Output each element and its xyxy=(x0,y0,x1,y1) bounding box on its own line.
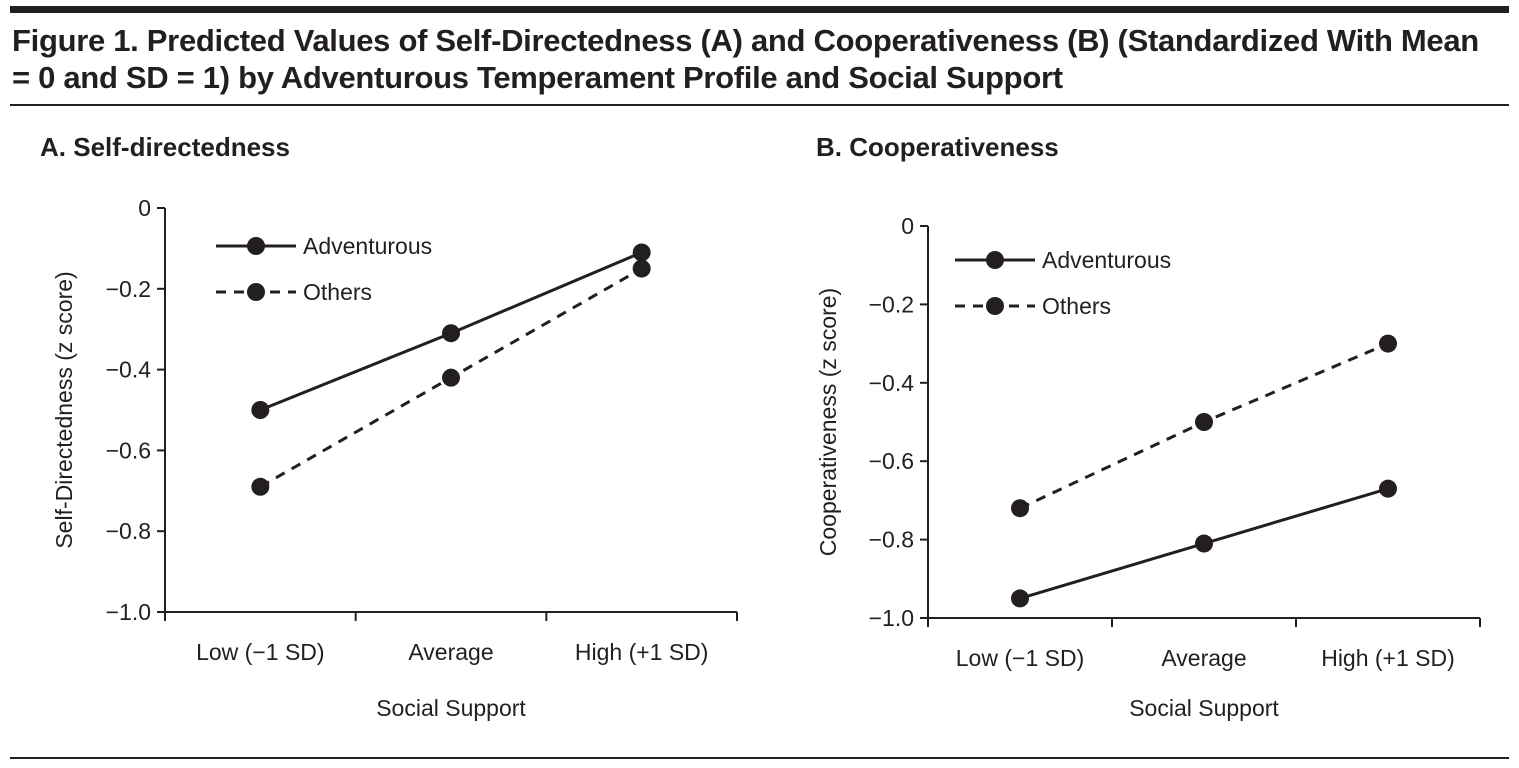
y-axis-label: Cooperativeness (z score) xyxy=(815,288,841,556)
data-point-adventurous xyxy=(632,243,651,262)
bottom-rule xyxy=(10,757,1509,759)
y-tick-label: −0.2 xyxy=(869,291,914,317)
y-tick-label: −0.4 xyxy=(106,357,152,383)
data-point-others xyxy=(251,477,270,496)
title-rule xyxy=(10,104,1509,106)
data-point-adventurous xyxy=(1195,534,1213,553)
data-point-others xyxy=(442,368,460,387)
x-tick-label: Low (−1 SD) xyxy=(196,639,324,665)
data-point-others xyxy=(1195,413,1213,431)
y-tick-label: −1.0 xyxy=(869,605,914,631)
panel-b-title: B. Cooperativeness xyxy=(816,132,1059,162)
figure-title: Figure 1. Predicted Values of Self-Direc… xyxy=(12,23,1479,95)
legend-label: Others xyxy=(303,279,372,305)
panel-a-title: A. Self-directedness xyxy=(40,132,290,162)
legend-label: Adventurous xyxy=(303,233,432,259)
y-tick-label: 0 xyxy=(901,213,914,239)
y-tick-label: −0.6 xyxy=(106,437,151,463)
top-rule xyxy=(10,6,1509,13)
y-tick-label: −0.2 xyxy=(106,276,151,302)
data-point-adventurous xyxy=(442,324,460,343)
x-tick-label: High (+1 SD) xyxy=(575,639,709,665)
x-tick-label: Average xyxy=(408,639,493,665)
y-tick-label: −0.4 xyxy=(869,370,915,396)
data-point-others xyxy=(632,259,651,278)
data-point-adventurous xyxy=(251,401,270,419)
legend-marker-adventurous xyxy=(247,237,265,255)
legend-marker-adventurous xyxy=(986,251,1004,269)
y-axis-label: Self-Directedness (z score) xyxy=(51,271,77,548)
x-axis-label: Social Support xyxy=(376,695,526,721)
x-tick-label: Low (−1 SD) xyxy=(956,645,1084,671)
legend-marker-others xyxy=(986,297,1004,315)
y-tick-label: 0 xyxy=(138,195,151,221)
data-point-adventurous xyxy=(1011,589,1029,608)
x-tick-label: Average xyxy=(1161,645,1246,671)
y-tick-label: −0.6 xyxy=(869,448,914,474)
legend-label: Adventurous xyxy=(1042,247,1171,273)
legend-marker-others xyxy=(247,283,265,301)
data-point-adventurous xyxy=(1379,479,1397,498)
y-tick-label: −1.0 xyxy=(106,599,151,625)
x-axis-label: Social Support xyxy=(1129,695,1279,721)
legend-label: Others xyxy=(1042,293,1111,319)
data-point-others xyxy=(1011,499,1029,518)
y-tick-label: −0.8 xyxy=(106,518,151,544)
y-tick-label: −0.8 xyxy=(869,527,914,553)
data-point-others xyxy=(1379,334,1397,353)
x-tick-label: High (+1 SD) xyxy=(1321,645,1455,671)
